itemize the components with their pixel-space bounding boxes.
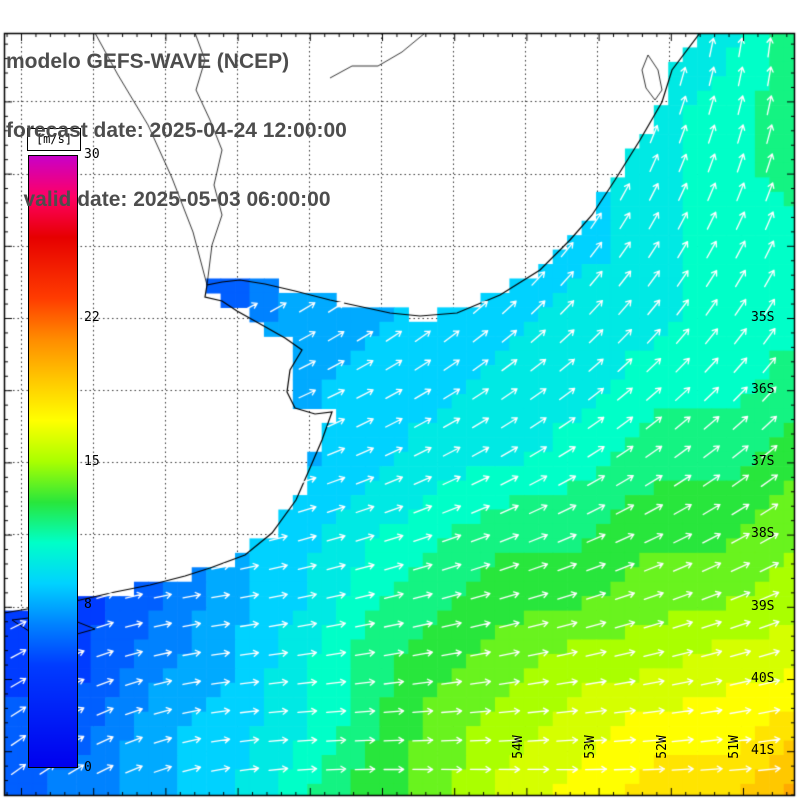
- lon-label: 54W: [511, 735, 526, 759]
- lat-label: 35S: [751, 310, 775, 325]
- lat-label: 36S: [751, 382, 775, 397]
- model-title: modelo GEFS-WAVE (NCEP): [6, 50, 290, 73]
- lat-label: 38S: [751, 526, 775, 541]
- lon-label: 51W: [727, 735, 742, 759]
- colorbar-tick-label: 8: [84, 596, 92, 612]
- lat-label: 39S: [751, 599, 775, 614]
- colorbar-tick-label: 0: [84, 760, 92, 775]
- colorbar-unit-label: [m/s]: [27, 128, 81, 151]
- colorbar-tick-label: 30: [84, 147, 100, 162]
- lon-label: 52W: [655, 735, 670, 759]
- lat-label: 41S: [751, 743, 775, 758]
- valid-date: valid date: 2025-05-03 06:00:00: [6, 188, 331, 211]
- title-block: modelo GEFS-WAVE (NCEP) forecast date: 2…: [6, 4, 347, 257]
- colorbar-gradient: [28, 155, 78, 768]
- lon-label: 53W: [583, 735, 598, 759]
- colorbar-tick-label: 22: [84, 310, 100, 326]
- forecast-date: forecast date: 2025-04-24 12:00:00: [6, 119, 347, 142]
- colorbar-tick-label: 15: [84, 453, 100, 469]
- lat-label: 40S: [751, 671, 775, 686]
- lat-label: 37S: [751, 454, 775, 469]
